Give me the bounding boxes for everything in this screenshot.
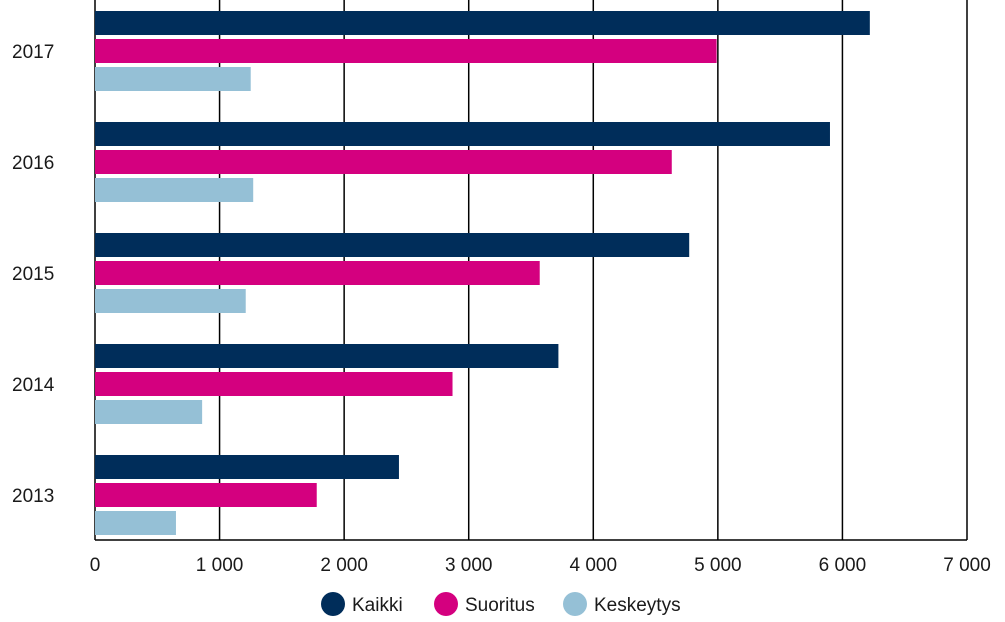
legend-label-keskeytys: Keskeytys: [594, 595, 681, 616]
category-label: 2015: [12, 264, 54, 285]
x-tick-label: 5 000: [694, 555, 742, 576]
bar-kaikki-2013: [95, 455, 399, 479]
bar-kaikki-2015: [95, 233, 690, 257]
category-label: 2014: [12, 375, 55, 396]
bar-kaikki-2017: [95, 11, 870, 35]
x-tick-label: 1 000: [196, 555, 244, 576]
legend-swatch-kaikki: [321, 592, 345, 616]
legend-swatch-suoritus: [434, 592, 458, 616]
bars: [95, 11, 870, 535]
bar-keskeytys-2017: [95, 67, 251, 91]
bar-suoritus-2015: [95, 261, 540, 285]
category-label: 2013: [12, 486, 54, 507]
bar-keskeytys-2014: [95, 400, 203, 424]
x-tick-label: 6 000: [819, 555, 867, 576]
x-tick-label: 2 000: [320, 555, 368, 576]
x-tick-label: 0: [90, 555, 101, 576]
legend-label-suoritus: Suoritus: [465, 595, 535, 616]
category-label: 2016: [12, 153, 54, 174]
bar-kaikki-2014: [95, 344, 559, 368]
legend: Kaikki Suoritus Keskeytys: [321, 592, 681, 616]
x-tick-label: 4 000: [570, 555, 618, 576]
bar-suoritus-2017: [95, 39, 717, 63]
bar-kaikki-2016: [95, 122, 830, 146]
bar-suoritus-2013: [95, 483, 317, 507]
x-axis: 0 1 000 2 000 3 000 4 000 5 000 6 000 7 000: [90, 539, 991, 576]
bar-keskeytys-2013: [95, 511, 176, 535]
x-tick-label: 3 000: [445, 555, 493, 576]
legend-label-kaikki: Kaikki: [352, 595, 403, 616]
bar-keskeytys-2015: [95, 289, 246, 313]
legend-swatch-keskeytys: [563, 592, 587, 616]
x-tick-label: 7 000: [943, 555, 991, 576]
category-label: 2017: [12, 42, 54, 63]
category-labels: 2017 2016 2015 2014 2013: [12, 42, 55, 507]
bar-suoritus-2014: [95, 372, 453, 396]
bar-keskeytys-2016: [95, 178, 254, 202]
bar-suoritus-2016: [95, 150, 672, 174]
